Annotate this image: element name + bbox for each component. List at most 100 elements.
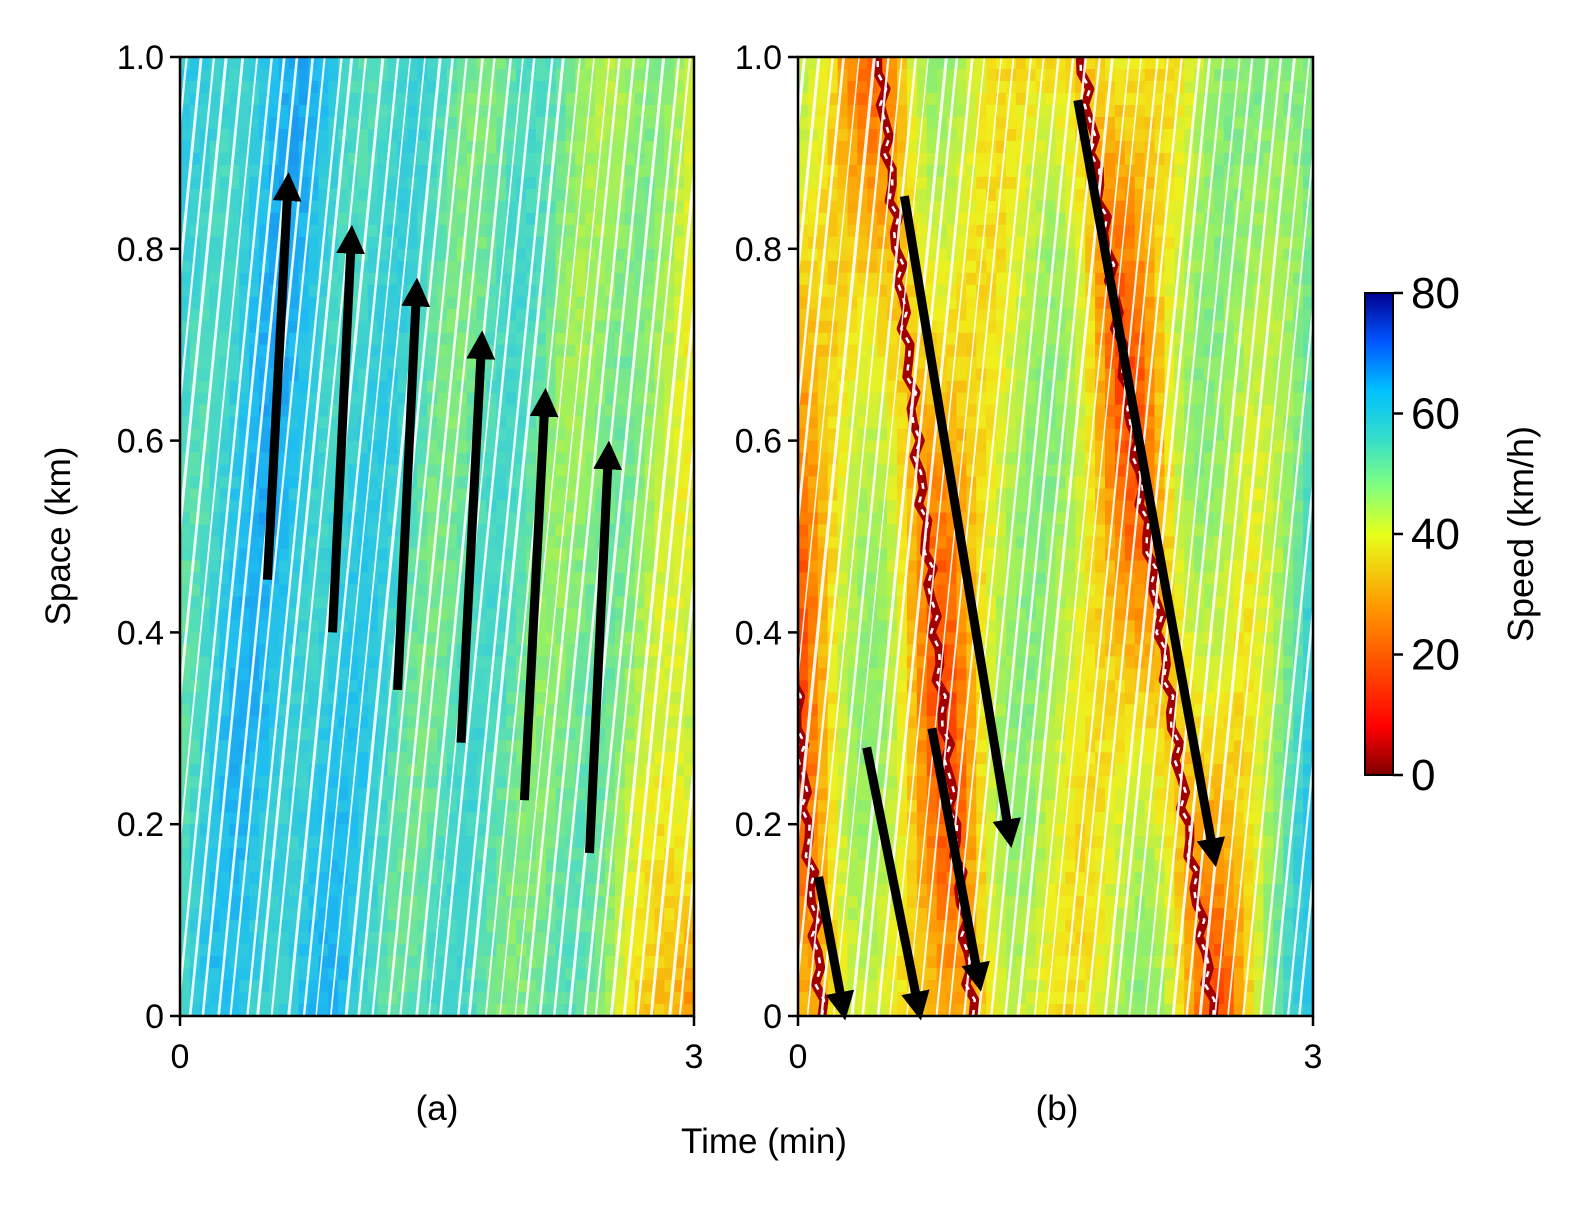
heat-cell [318,548,329,562]
heat-cell [357,92,369,106]
heat-cell [496,200,507,214]
heat-cell [837,824,849,837]
heat-cell [506,68,517,82]
heat-cell [486,128,497,142]
heat-cell [827,980,839,993]
heat-cell [338,116,349,130]
heat-cell [654,452,665,466]
heat-cell [437,200,448,214]
heat-cell [634,620,646,633]
heat-cell [857,68,868,82]
heat-cell [674,740,685,753]
heat-cell [456,884,468,897]
heat-cell [674,476,685,490]
heat-cell [199,884,211,897]
heat-cell [189,644,201,657]
heat-cell [278,824,290,837]
heat-cell [308,632,319,645]
trajectory-line [456,57,554,1016]
heat-cell [298,392,310,406]
heat-cell [827,80,839,94]
heat-cell [664,884,675,897]
heat-cell [397,944,408,957]
heat-cell [466,896,478,909]
heat-cell [496,656,507,669]
heat-cell [877,128,888,142]
heat-cell [397,116,408,130]
heat-cell [595,272,606,286]
heat-cell [817,788,829,801]
heat-cell [288,824,300,837]
heat-cell [249,824,260,837]
heat-cell [189,944,201,957]
heat-cell [867,548,878,562]
heat-cell [328,476,339,490]
heat-cell [180,836,191,849]
heat-cell [486,200,497,214]
heat-cell [585,992,596,1005]
heat-cell [595,752,606,765]
heat-cell [209,584,221,598]
heat-cell [847,920,859,933]
heat-cell [684,524,694,538]
heat-cell [585,128,596,142]
heat-cell [466,368,478,382]
heat-cell [259,284,270,298]
heat-cell [837,344,849,358]
heat-cell [575,956,586,969]
heat-cell [798,824,809,837]
heat-cell [674,884,685,897]
heat-cell [867,632,878,645]
heat-cell [357,656,369,669]
heat-cell [180,152,191,166]
heat-cell [867,272,878,286]
heat-cell [807,200,819,214]
heat-cell [189,68,201,82]
heat-cell [427,524,438,538]
heat-cell [298,644,310,657]
heat-cell [407,500,418,514]
heat-cell [298,704,310,717]
heat-cell [877,320,888,334]
heat-cell [298,92,310,106]
heat-cell [605,68,616,82]
heat-cell [278,488,290,502]
heat-cell [817,980,829,993]
heat-cell [338,104,349,118]
heat-cell [644,164,656,178]
heat-cell [357,440,369,454]
heat-cell [664,860,675,873]
heat-cell [189,428,201,442]
heat-cell [684,776,694,789]
heat-cell [624,356,636,370]
heat-cell [684,872,694,885]
heat-cell [817,836,829,849]
heat-cell [387,680,399,693]
heat-cell [516,956,527,969]
heat-cell [506,872,517,885]
heat-cell [466,752,478,765]
heat-cell [867,440,878,454]
heat-cell [605,104,616,118]
heat-cell [278,668,290,681]
heat-cell [348,57,359,70]
heat-cell [525,212,537,226]
heat-cell [684,716,694,729]
heat-cell [298,956,310,969]
heat-cell [199,632,211,645]
heat-cell [605,668,616,681]
heat-cell [456,140,468,154]
heat-cell [595,224,606,238]
heat-cell [857,632,868,645]
heat-cell [278,80,290,94]
heat-cell [496,80,507,94]
heat-cell [288,464,300,478]
heat-cell [614,620,626,633]
heat-cell [857,128,868,142]
heat-cell [308,980,319,993]
heat-cell [847,728,859,741]
heat-cell [259,968,270,981]
heat-cell [377,236,389,250]
heat-cell [887,272,898,286]
heat-cell [446,104,458,118]
